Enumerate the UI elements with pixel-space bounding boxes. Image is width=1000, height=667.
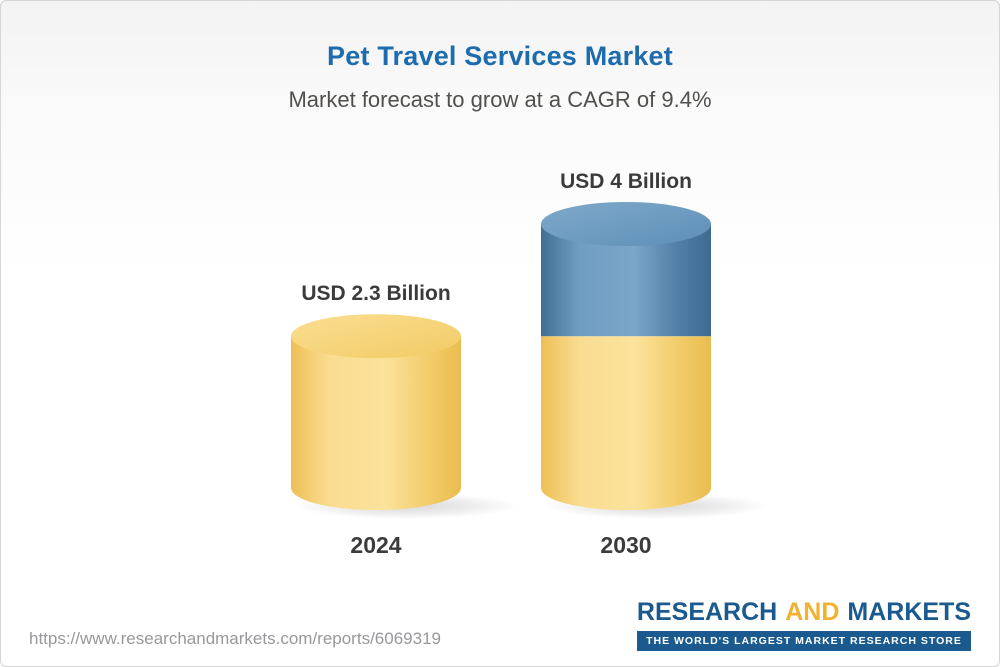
- chart-header: Pet Travel Services Market Market foreca…: [1, 41, 999, 113]
- report-url: https://www.researchandmarkets.com/repor…: [29, 629, 441, 648]
- bar-2024-top-face: [291, 314, 461, 359]
- chart-title: Pet Travel Services Market: [327, 41, 673, 71]
- bar-2024-base-segment: [291, 336, 461, 510]
- logo-word-and: AND: [785, 598, 840, 626]
- logo-word-research: RESEARCH: [636, 598, 778, 626]
- footer: https://www.researchandmarkets.com/repor…: [29, 598, 971, 651]
- researchandmarkets-logo: RESEARCH AND MARKETS THE WORLD'S LARGEST…: [636, 598, 971, 651]
- logo-wordmark: RESEARCH AND MARKETS: [637, 598, 971, 627]
- logo-word-markets: MARKETS: [847, 598, 971, 626]
- logo-tagline: THE WORLD'S LARGEST MARKET RESEARCH STOR…: [636, 631, 971, 651]
- bar-2030-top-face: [541, 202, 711, 246]
- chart-subtitle: Market forecast to grow at a CAGR of 9.4…: [288, 87, 712, 112]
- bar-2030-base-segment: [541, 336, 711, 510]
